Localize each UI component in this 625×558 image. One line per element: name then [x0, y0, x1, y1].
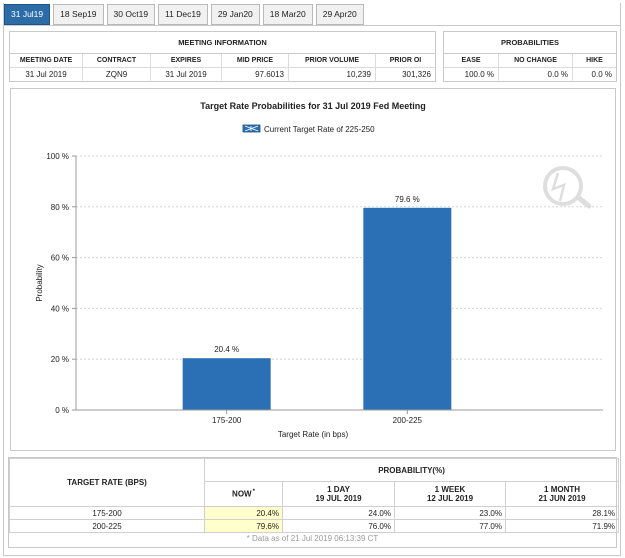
probabilities-title: PROBABILITIES: [444, 32, 616, 54]
data-as-of-footnote: * Data as of 21 Jul 2019 06:13:39 CT: [246, 534, 379, 543]
chart-panel: Target Rate Probabilities for 31 Jul 201…: [10, 88, 616, 451]
month-value-cell: 28.1%: [504, 506, 620, 520]
meeting-info-title: MEETING INFORMATION: [10, 32, 435, 54]
tab-divider: [3, 25, 621, 26]
header-ease: EASE: [444, 54, 499, 67]
y-tick-label: 100 %: [46, 152, 69, 161]
now-value-cell: 79.6%: [204, 519, 283, 533]
week-value-cell: 23.0%: [394, 506, 506, 520]
rate-cell: 175-200: [9, 506, 205, 520]
week-value-cell: 77.0%: [394, 519, 506, 533]
header-1-week: 1 WEEK 12 JUL 2019: [394, 481, 506, 507]
tab-30-oct19[interactable]: 30 Oct19: [106, 4, 156, 25]
probabilities-panel: PROBABILITIES EASE NO CHANGE HIKE 100.0 …: [443, 31, 617, 82]
header-mid-price: MID PRICE: [222, 54, 289, 67]
bar-175-200[interactable]: [182, 358, 271, 410]
chart-title: Target Rate Probabilities for 31 Jul 201…: [200, 101, 425, 111]
y-axis-ticks: 0 % 20 % 40 % 60 % 80 % 100 %: [46, 152, 76, 415]
header-probability: PROBABILITY(%): [203, 458, 620, 482]
tab-31-jul19[interactable]: 31 Jul19: [4, 4, 51, 25]
bar-value-label: 20.4 %: [214, 345, 239, 354]
probabilities-row: 100.0 % 0.0 % 0.0 %: [444, 68, 616, 82]
day-value-cell: 24.0%: [282, 506, 395, 520]
target-rate-table-panel: TARGET RATE (BPS) PROBABILITY(%) NOW* 1 …: [8, 457, 620, 548]
header-meeting-date: MEETING DATE: [10, 54, 83, 67]
y-tick-label: 80 %: [51, 203, 69, 212]
header-prior-oi: PRIOR OI: [389, 57, 422, 64]
now-value-cell: 20.4%: [204, 506, 283, 520]
chart-gridlines: [76, 155, 603, 360]
header-contract: CONTRACT: [83, 54, 151, 67]
header-no-change: NO CHANGE: [499, 54, 573, 67]
tab-29-apr20[interactable]: 29 Apr20: [315, 4, 364, 25]
header-target-rate: TARGET RATE (BPS): [9, 458, 205, 507]
tab-18-mar20[interactable]: 18 Mar20: [262, 4, 313, 25]
y-tick-label: 60 %: [51, 254, 69, 263]
header-hike: HIKE: [586, 57, 603, 64]
probabilities-header-row: EASE NO CHANGE HIKE: [444, 54, 616, 68]
meeting-info-panel: MEETING INFORMATION MEETING DATE CONTRAC…: [9, 31, 436, 82]
contract-value: ZQN9: [83, 68, 151, 82]
y-axis-label: Probability: [35, 264, 44, 301]
rate-cell: 200-225: [9, 519, 205, 533]
legend-swatch-pattern: [244, 125, 259, 132]
chart-bars: 20.4 % 79.6 %: [182, 195, 452, 410]
day-value-cell: 76.0%: [282, 519, 395, 533]
x-axis-label: Target Rate (in bps): [278, 430, 349, 439]
now-asterisk: *: [252, 489, 255, 496]
header-1-day: 1 DAY 19 JUL 2019: [282, 481, 395, 507]
x-axis-ticks: 175-200 200-225: [212, 410, 423, 425]
tab-11-dec19[interactable]: 11 Dec19: [158, 4, 208, 25]
prior-volume-value: 10,239: [289, 68, 376, 82]
header-now: NOW*: [204, 481, 283, 507]
meeting-tabs: 31 Jul19 18 Sep19 30 Oct19 11 Dec19 29 J…: [4, 4, 364, 26]
bar-200-225[interactable]: [363, 207, 452, 410]
month-value-cell: 71.9%: [504, 519, 620, 533]
widget-frame: [3, 3, 621, 556]
tab-29-jan20[interactable]: 29 Jan20: [210, 4, 260, 25]
header-1-month: 1 MONTH 21 JUN 2019: [504, 481, 620, 507]
ease-value: 100.0 %: [444, 68, 499, 82]
legend-label: Current Target Rate of 225-250: [264, 125, 375, 134]
chart-legend: Current Target Rate of 225-250: [242, 124, 375, 134]
table-row: 175-200 20.4% 24.0% 23.0% 28.1%: [9, 506, 620, 520]
y-tick-label: 0 %: [55, 406, 69, 415]
watermark-logo-icon: [543, 166, 592, 209]
bar-value-label: 79.6 %: [395, 195, 420, 204]
hike-value: 0.0 %: [591, 70, 612, 79]
meeting-date-value: 31 Jul 2019: [10, 68, 83, 82]
x-tick-label: 175-200: [212, 416, 242, 425]
x-tick-label: 200-225: [393, 416, 423, 425]
header-prior-volume: PRIOR VOLUME: [289, 54, 376, 67]
no-change-value: 0.0 %: [499, 68, 573, 82]
expires-value: 31 Jul 2019: [151, 68, 222, 82]
probability-chart: Target Rate Probabilities for 31 Jul 201…: [35, 101, 603, 439]
header-expires: EXPIRES: [151, 54, 222, 67]
tab-18-sep19[interactable]: 18 Sep19: [53, 4, 104, 25]
prior-oi-value: 301,326: [402, 70, 431, 79]
table-row: 200-225 79.6% 76.0% 77.0% 71.9%: [9, 519, 620, 533]
meeting-info-row: 31 Jul 2019 ZQN9 31 Jul 2019 97.6013 10,…: [10, 68, 435, 82]
y-tick-label: 20 %: [51, 355, 69, 364]
meeting-info-header-row: MEETING DATE CONTRACT EXPIRES MID PRICE …: [10, 54, 435, 68]
y-tick-label: 40 %: [51, 304, 69, 313]
mid-price-value: 97.6013: [222, 68, 289, 82]
target-rate-table: TARGET RATE (BPS) PROBABILITY(%) NOW* 1 …: [9, 458, 620, 533]
